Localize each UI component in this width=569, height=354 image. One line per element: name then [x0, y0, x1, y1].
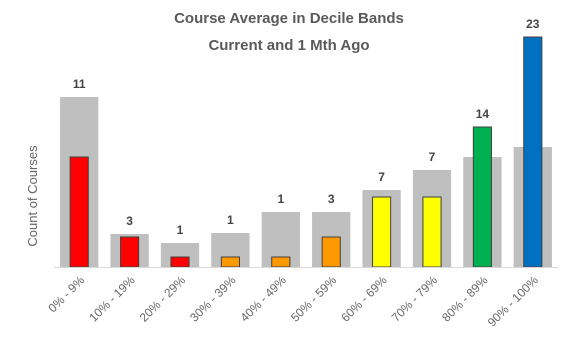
- x-tick-label: 80% - 89%: [439, 273, 491, 325]
- x-tick-label: 70% - 79%: [389, 273, 441, 325]
- bar: [321, 236, 341, 268]
- x-tick-label: 50% - 59%: [288, 273, 340, 325]
- chart-title: Course Average in Decile Bands: [174, 10, 404, 27]
- x-tick-label: 90% - 100%: [485, 273, 541, 329]
- x-tick-label: 30% - 39%: [187, 273, 239, 325]
- x-tick-label: 60% - 69%: [338, 273, 390, 325]
- bar: [372, 196, 392, 268]
- data-label: 1: [177, 223, 184, 237]
- data-label: 7: [378, 170, 385, 184]
- bar: [170, 256, 190, 268]
- data-label: 3: [126, 214, 133, 228]
- bar: [523, 36, 543, 268]
- bar: [220, 256, 240, 268]
- bar: [69, 156, 89, 268]
- x-tick-label: 20% - 29%: [137, 273, 189, 325]
- data-label: 7: [429, 150, 436, 164]
- bar: [422, 196, 442, 268]
- x-tick-label: 0% - 9%: [45, 273, 87, 315]
- y-axis-label: Count of Courses: [25, 145, 40, 247]
- data-label: 3: [328, 192, 335, 206]
- x-tick-labels-layer: 0% - 9%10% - 19%20% - 29%30% - 39%40% - …: [45, 273, 541, 329]
- data-label: 11: [73, 77, 86, 91]
- data-label: 1: [277, 192, 284, 206]
- data-label: 23: [526, 17, 540, 31]
- chart-subtitle: Current and 1 Mth Ago: [208, 37, 369, 54]
- bar: [120, 236, 140, 268]
- x-tick-label: 10% - 19%: [86, 273, 138, 325]
- data-label: 14: [476, 107, 490, 121]
- x-tick-label: 40% - 49%: [238, 273, 290, 325]
- bar: [271, 256, 291, 268]
- data-label: 1: [227, 213, 234, 227]
- bar: [472, 126, 492, 268]
- bars-layer: [60, 36, 552, 268]
